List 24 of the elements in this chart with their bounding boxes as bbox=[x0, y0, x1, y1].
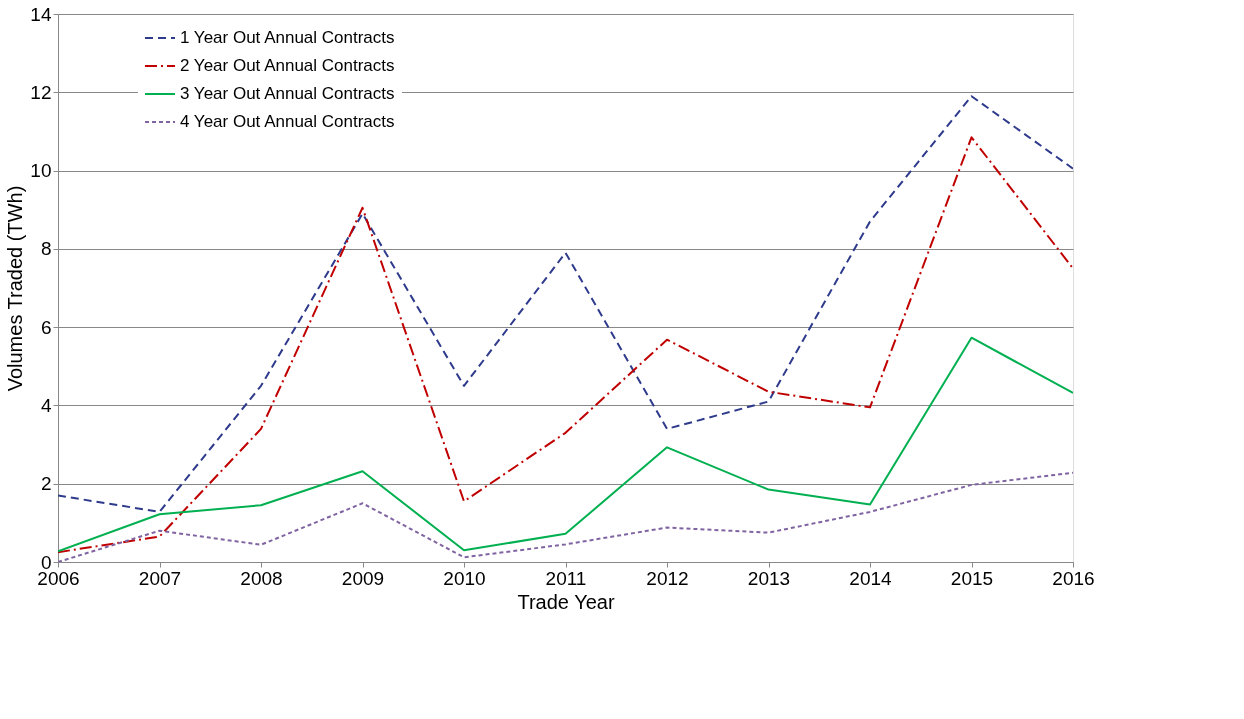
x-tick-label: 2008 bbox=[240, 567, 283, 589]
x-tick-label: 2011 bbox=[545, 567, 587, 589]
y-tick-label: 2 bbox=[40, 473, 52, 495]
y-tick-label: 4 bbox=[40, 394, 52, 416]
x-tick-label: 2015 bbox=[950, 567, 994, 589]
x-tick-label: 2014 bbox=[849, 567, 893, 589]
y-tick-label: 14 bbox=[30, 3, 52, 25]
x-tick-label: 2010 bbox=[443, 567, 486, 589]
x-tick-label: 2013 bbox=[747, 567, 791, 589]
legend-label: 1 Year Out Annual Contracts bbox=[180, 28, 395, 47]
y-tick-label: 12 bbox=[30, 81, 52, 103]
legend-label: 2 Year Out Annual Contracts bbox=[180, 56, 395, 75]
y-tick-label: 8 bbox=[40, 238, 52, 260]
x-tick-label: 2016 bbox=[1052, 567, 1095, 589]
x-tick-label: 2009 bbox=[341, 567, 385, 589]
y-tick-label: 0 bbox=[40, 551, 52, 573]
x-tick-label: 2012 bbox=[646, 567, 689, 589]
y-axis-title: Volumes Traded (TWh) bbox=[4, 185, 27, 392]
legend-label: 4 Year Out Annual Contracts bbox=[180, 112, 395, 131]
x-axis-title: Trade Year bbox=[517, 590, 615, 613]
legend-label: 3 Year Out Annual Contracts bbox=[180, 84, 395, 103]
y-tick-label: 6 bbox=[40, 316, 52, 338]
x-tick-label: 2007 bbox=[138, 567, 182, 589]
y-tick-label: 10 bbox=[30, 160, 52, 182]
